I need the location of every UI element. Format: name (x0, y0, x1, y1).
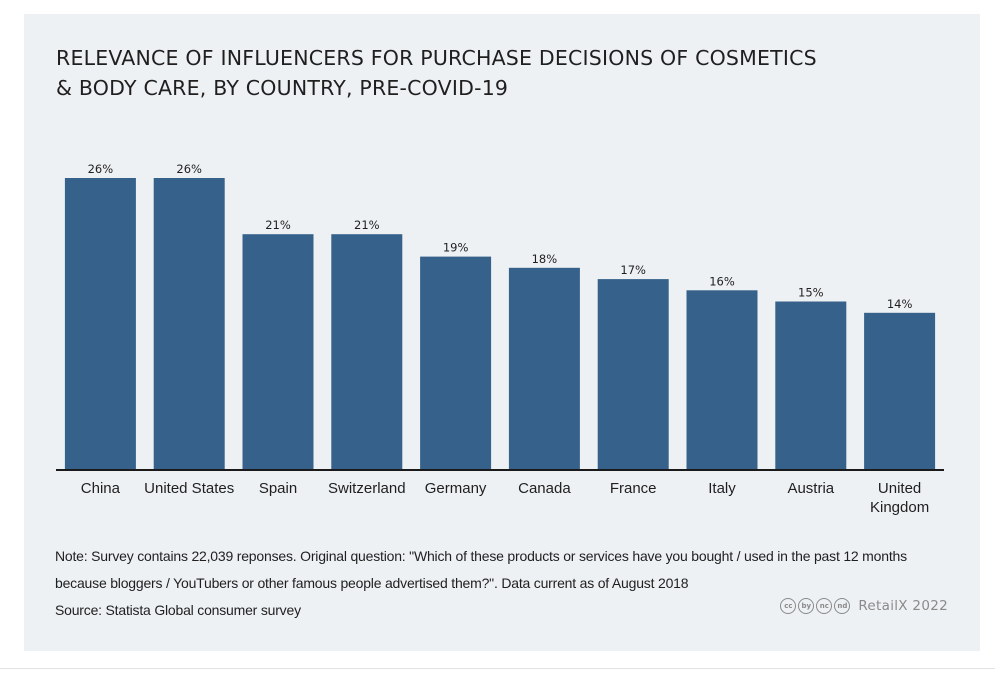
bar (153, 178, 225, 470)
note-line-1: Note: Survey contains 22,039 reponses. O… (55, 548, 907, 564)
category-label: United States (144, 480, 234, 497)
bar (64, 178, 136, 470)
category-label: United (878, 480, 921, 497)
bar-value-label: 19% (443, 241, 469, 255)
bar-value-label: 17% (620, 263, 646, 277)
brand-label: RetailX 2022 (858, 598, 948, 614)
category-label: Austria (787, 480, 834, 497)
footer-logo: cc by nc nd RetailX 2022 (780, 598, 948, 614)
attribution-icon: by (798, 598, 815, 614)
bar (597, 279, 669, 470)
bar-value-label: 21% (265, 218, 291, 232)
bar (775, 301, 847, 470)
bar-value-label: 15% (798, 286, 824, 300)
category-label: Italy (708, 480, 736, 497)
cc-icon: cc (780, 598, 797, 614)
category-label: Kingdom (870, 499, 929, 516)
bar (864, 312, 936, 470)
category-label: Switzerland (328, 480, 406, 497)
chart-title-line-1: RELEVANCE OF INFLUENCERS FOR PURCHASE DE… (56, 46, 817, 70)
bar-value-label: 21% (354, 218, 380, 232)
bar-chart: 26% China 26% United States 21% Spain 21% Switz… (56, 162, 944, 516)
bar (420, 256, 492, 470)
bar-value-label: 14% (887, 297, 913, 311)
source-line: Source: Statista Global consumer survey (55, 602, 301, 618)
category-label: France (610, 480, 657, 497)
bar-value-label: 18% (532, 252, 558, 266)
note-line-2: because bloggers / YouTubers or other fa… (55, 575, 689, 591)
bar (508, 267, 580, 470)
bar-value-label: 26% (88, 162, 114, 176)
category-label: Canada (518, 480, 571, 497)
bar (242, 234, 314, 470)
bar-value-label: 16% (709, 274, 735, 288)
category-label: Germany (425, 480, 487, 497)
page-divider (0, 668, 995, 669)
noderivatives-icon: nd (834, 598, 851, 614)
noncommercial-icon: nc (816, 598, 833, 614)
category-label: Spain (259, 480, 297, 497)
bar-value-label: 26% (176, 162, 202, 176)
chart-title: RELEVANCE OF INFLUENCERS FOR PURCHASE DE… (56, 43, 936, 103)
chart-card: RELEVANCE OF INFLUENCERS FOR PURCHASE DE… (24, 14, 980, 651)
chart-title-line-2: & BODY CARE, BY COUNTRY, PRE-COVID-19 (56, 76, 509, 100)
bar (331, 234, 403, 470)
bar (686, 290, 758, 470)
category-label: China (81, 480, 121, 497)
chart-note: Note: Survey contains 22,039 reponses. O… (55, 543, 935, 624)
